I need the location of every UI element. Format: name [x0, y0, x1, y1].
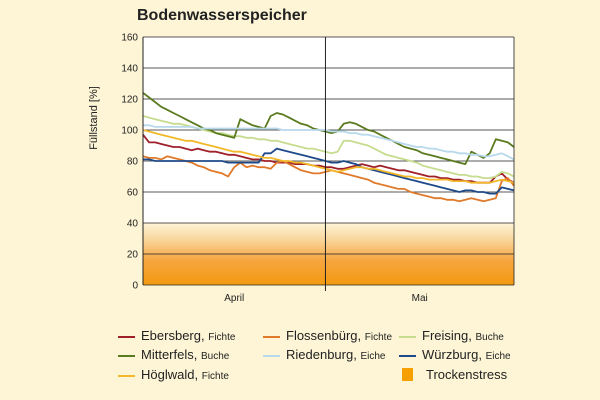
- legend-label-flossenbuerg: Flossenbürg,: [286, 328, 362, 343]
- series-line-flossenbuerg: [142, 155, 515, 203]
- series-line-ebersberg: [142, 134, 515, 184]
- legend-species-flossenbuerg: Fichte: [364, 332, 393, 343]
- legend-species-ebersberg: Fichte: [208, 332, 236, 343]
- legend-label-mitterfels: Mitterfels,: [141, 347, 198, 362]
- legend-label-ebersberg: Ebersberg,: [141, 328, 205, 343]
- legend: Ebersberg, Fichte Flossenbürg, Fichte Fr…: [118, 328, 588, 398]
- legend-swatch-flossenbuerg: [263, 336, 280, 338]
- legend-label-wuerzburg: Würzburg,: [422, 347, 482, 362]
- series-line-freising: [142, 115, 515, 180]
- y-tick-label: 60: [127, 188, 139, 199]
- legend-swatch-riedenburg: [263, 355, 280, 357]
- legend-label-trockenstress: Trockenstress: [426, 367, 508, 382]
- x-tick-label-april: April: [224, 293, 244, 304]
- legend-label-riedenburg: Riedenburg,: [286, 347, 357, 362]
- series-line-hoeglwald: [142, 129, 515, 184]
- legend-swatch-wuerzburg: [399, 355, 416, 357]
- x-tick-label-mai: Mai: [412, 293, 428, 304]
- legend-species-freising: Buche: [475, 332, 504, 343]
- legend-species-mitterfels: Buche: [200, 351, 230, 362]
- series-line-riedenburg: [143, 124, 515, 161]
- y-tick-label: 160: [121, 33, 138, 44]
- legend-swatch-hoeglwald: [118, 375, 135, 377]
- legend-swatch-trockenstress: [402, 368, 413, 381]
- y-tick-label: 40: [127, 219, 139, 230]
- legend-species-wuerzburg: Eiche: [485, 351, 511, 362]
- y-tick-label: 80: [127, 157, 139, 168]
- y-tick-label: 140: [121, 64, 138, 75]
- chart-title: Bodenwasserspeicher: [137, 7, 307, 24]
- legend-swatch-mitterfels: [118, 355, 135, 357]
- legend-swatch-freising: [399, 336, 416, 338]
- series-line-wuerzburg: [143, 147, 515, 195]
- legend-species-riedenburg: Eiche: [360, 351, 386, 362]
- y-tick-label: 100: [121, 126, 138, 137]
- legend-species-hoeglwald: Fichte: [201, 371, 229, 382]
- legend-label-hoeglwald: Höglwald,: [141, 367, 199, 382]
- legend-label-freising: Freising,: [422, 328, 472, 343]
- legend-swatch-ebersberg: [118, 336, 135, 338]
- y-tick-label: 20: [127, 250, 139, 261]
- y-axis-label: Füllstand [%]: [88, 86, 100, 150]
- y-tick-label: 0: [132, 281, 138, 292]
- y-tick-label: 120: [121, 95, 138, 106]
